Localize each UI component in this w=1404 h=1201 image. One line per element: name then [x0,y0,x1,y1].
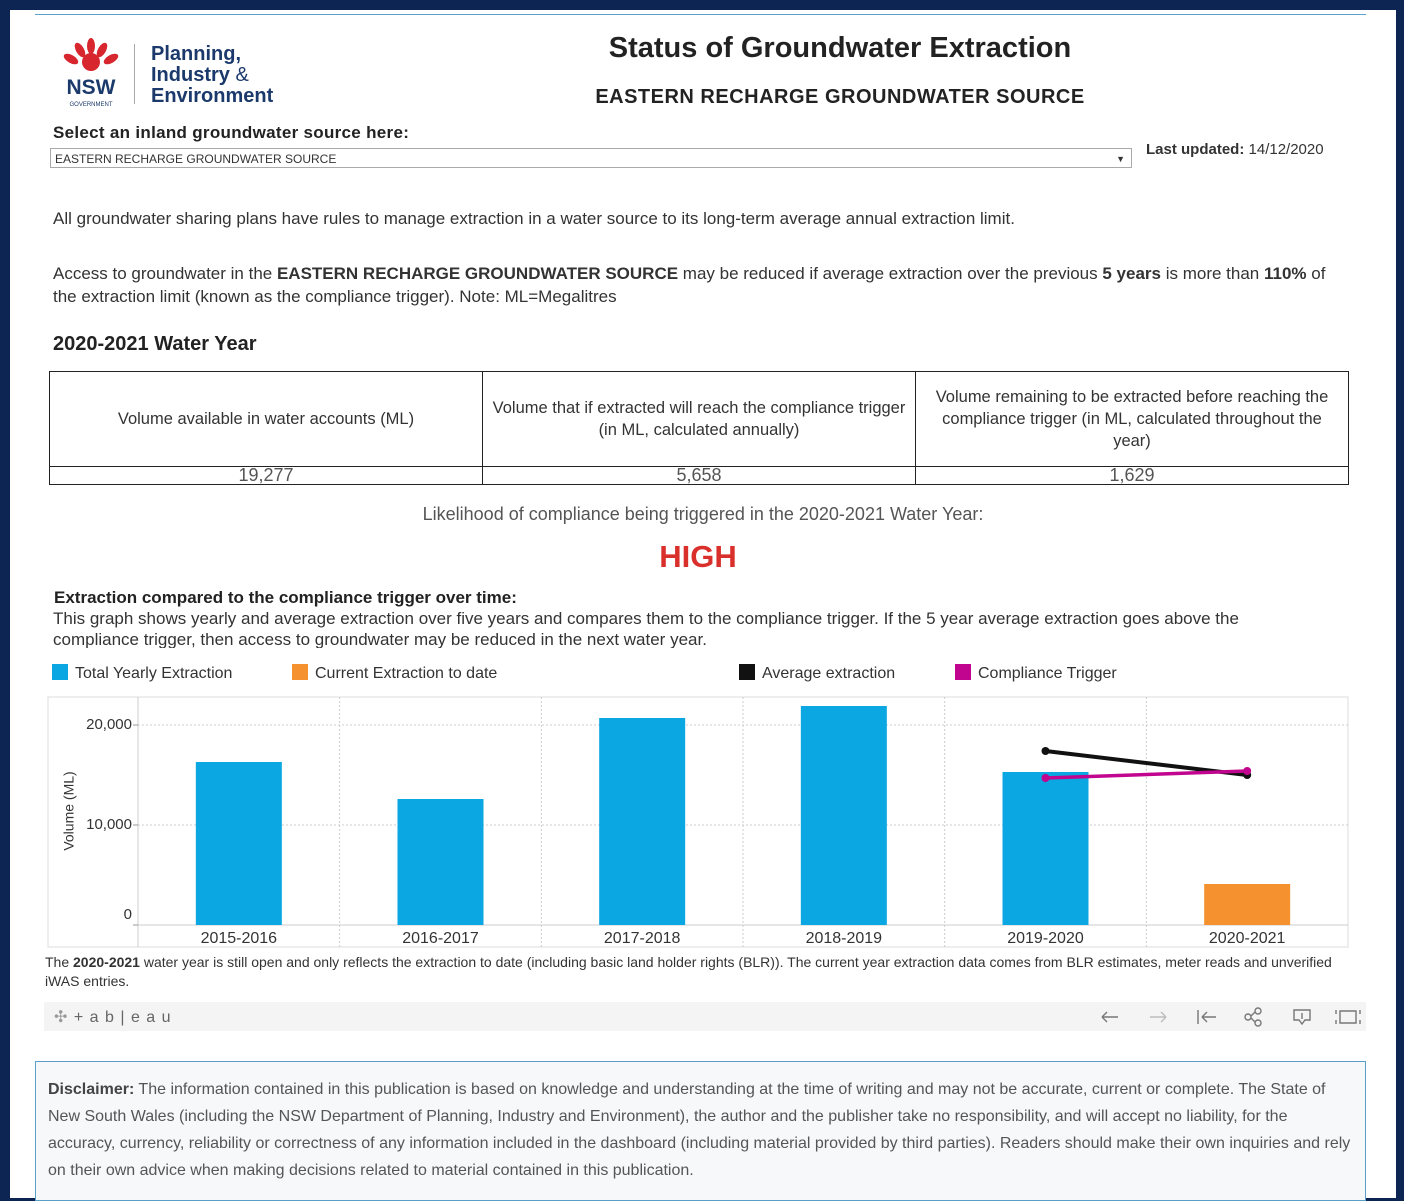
legend-label: Average extraction [762,665,896,682]
table-header: Volume remaining to be extracted before … [915,371,1349,467]
y-tick-label: 0 [124,906,132,923]
bar [1204,884,1291,925]
fullscreen-button[interactable] [1335,1010,1361,1024]
logo-line: Industry & [151,65,249,86]
text: 2020-2021 [73,954,140,970]
x-tick-label: 2019-2020 [1007,930,1084,947]
footnote: The 2020-2021 water year is still open a… [45,953,1345,991]
disclaimer: Disclaimer: The information contained in… [35,1061,1366,1201]
legend-label: Total Yearly Extraction [75,665,233,682]
plot-frame [47,696,1349,948]
legend-swatch [292,664,308,680]
bar [800,706,887,925]
source-select[interactable]: EASTERN RECHARGE GROUNDWATER SOURCE ▼ [50,148,1132,168]
bar [599,718,686,925]
line-point [1041,774,1050,782]
x-tick-label: 2018-2019 [806,930,883,947]
intro-access: Access to groundwater in the EASTERN REC… [53,262,1343,308]
logo-mark: NSW GOVERNMENT [63,38,119,108]
brand-text: + a b | e a u [73,1009,172,1026]
legend-item: Total Yearly Extraction [52,664,232,683]
likelihood-value: HIGH [659,539,737,574]
legend-swatch [739,664,755,680]
download-button[interactable] [1293,1009,1311,1026]
tableau-toolbar: ✣ + a b | e a u [44,1002,1366,1031]
text: 110% [1263,264,1307,283]
logo-amp: & [235,64,249,86]
select-value: EASTERN RECHARGE GROUNDWATER SOURCE [55,152,337,166]
toolbar-icons [1101,1007,1361,1027]
table-cell: 5,658 [482,466,916,485]
tableau-brand: ✣ + a b | e a u [54,1007,172,1027]
updated-label: Last updated: [1146,141,1245,158]
share-button[interactable] [1244,1007,1262,1027]
brand-icon: ✣ [54,1009,69,1026]
text: water year is still open and only reflec… [45,954,1332,989]
subtitle: EASTERN RECHARGE GROUNDWATER SOURCE [595,86,1085,108]
revert-button[interactable] [1197,1010,1216,1024]
bar [397,799,484,925]
x-tick-label: 2015-2016 [201,930,278,947]
chart-description: This graph shows yearly and average extr… [53,609,1239,648]
legend-item: Average extraction [739,664,895,683]
logo-nsw: NSW [67,76,116,99]
y-tick-label: 10,000 [86,816,132,833]
section-heading: 2020-2021 Water Year [53,333,257,355]
select-label: Select an inland groundwater source here… [53,123,410,142]
text: The [45,954,74,970]
line-point [1243,767,1252,775]
select-arrow: ▼ [1116,154,1125,164]
dashboard: NSW GOVERNMENT Planning, Industry & Envi… [10,10,1396,1201]
water-year-table: Volume available in water accounts (ML) V… [49,371,1349,485]
chart: 0 10,000 20,000 Volume (ML) 2015-2016 2016-20… [47,696,1349,948]
x-tick-label: 2017-2018 [604,930,681,947]
x-tick-label: 2020-2021 [1209,930,1286,947]
logo-line: Industry [151,64,230,86]
text: EASTERN RECHARGE GROUNDWATER SOURCE [276,264,679,283]
top-rule [35,14,1366,15]
intro-rules: All groundwater sharing plans have rules… [53,209,1015,228]
bar [1002,772,1089,925]
y-tick-label: 20,000 [86,716,132,733]
undo-button[interactable] [1101,1011,1118,1023]
table-header: Volume available in water accounts (ML) [49,371,483,467]
x-tick-label: 2016-2017 [402,930,479,947]
text: of the extraction limit (known as the co… [53,264,1326,306]
text: is more than [1160,264,1264,283]
legend-item: Current Extraction to date [292,664,497,683]
table-cell: 19,277 [49,466,483,485]
line [1045,769,1248,780]
likelihood-label: Likelihood of compliance being triggered… [422,504,984,524]
legend-item: Compliance Trigger [955,664,1117,683]
y-axis-label: Volume (ML) [61,771,77,850]
logo-gov: GOVERNMENT [69,102,112,108]
logo-line: Planning, [151,43,241,65]
legend-label: Compliance Trigger [978,665,1117,682]
chart-heading: Extraction compared to the compliance tr… [54,588,517,607]
line-point [1041,747,1050,755]
legend-swatch [955,664,971,680]
title: Status of Groundwater Extraction [608,32,1072,64]
legend-swatch [52,664,68,680]
text: may be reduced if average extraction ove… [678,264,1103,283]
legend-label: Current Extraction to date [315,665,498,682]
disclaimer-text: The information contained in this public… [48,1081,1351,1179]
logo-line: Environment [151,85,274,107]
logo-divider [134,44,135,104]
redo-button[interactable] [1150,1011,1167,1023]
text: Access to groundwater in the [53,264,277,283]
disclaimer-label: Disclaimer: [48,1081,135,1098]
bar [195,762,282,925]
text: 5 years [1102,264,1161,283]
last-updated: Last updated: 14/12/2020 [1146,141,1324,158]
table-header: Volume that if extracted will reach the … [482,371,916,467]
table-cell: 1,629 [915,466,1349,485]
updated-value: 14/12/2020 [1248,141,1324,158]
